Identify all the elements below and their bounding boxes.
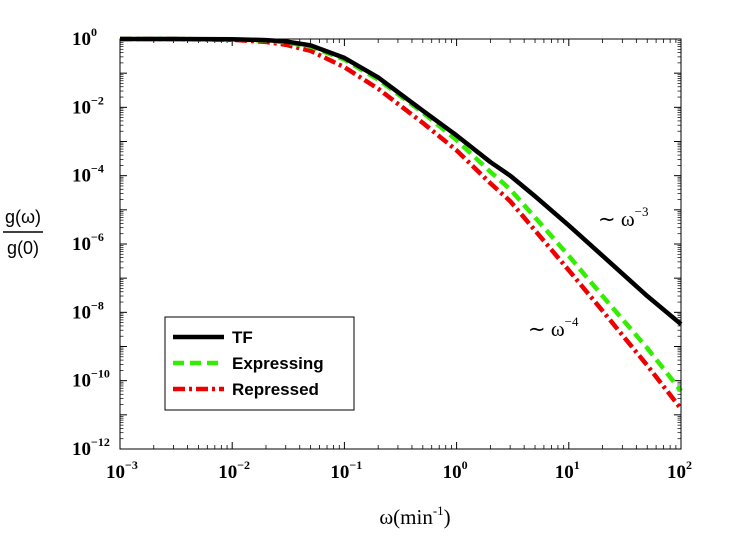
x-tick-label: 10−3 — [106, 458, 138, 483]
curves — [120, 36, 683, 411]
x-tick-labels: 10−3 10−2 10−1 100 101 102 — [106, 458, 692, 483]
y-tick-label: 10−10 — [72, 367, 110, 392]
series-line-expressing — [120, 36, 683, 393]
legend-label-expressing: Expressing — [232, 354, 324, 373]
y-label-denominator: g(0) — [7, 238, 39, 258]
annotation-omega-minus-3: ∼ ω−3 — [598, 204, 649, 231]
x-tick-label: 102 — [667, 458, 692, 483]
y-label-numerator: g(ω) — [5, 207, 41, 227]
x-axis-label: ω(min-1) — [379, 503, 450, 529]
y-tick-label: 10−12 — [72, 435, 110, 460]
y-tick-label: 100 — [72, 25, 97, 50]
legend: TF Expressing Repressed — [164, 316, 355, 411]
plot-frame — [119, 38, 682, 450]
legend-label-repressed: Repressed — [232, 380, 319, 399]
y-tick-label: 10−8 — [72, 298, 104, 323]
annotation-omega-minus-4: ∼ ω−4 — [528, 314, 579, 341]
y-tick-label: 10−2 — [72, 93, 104, 118]
y-tick-label: 10−4 — [72, 162, 104, 187]
y-tick-labels: 100 10−2 10−4 10−6 10−8 10−10 10−12 — [72, 25, 110, 460]
y-tick-label: 10−6 — [72, 230, 104, 255]
x-tick-label: 100 — [443, 458, 468, 483]
legend-label-tf: TF — [232, 328, 253, 347]
x-tick-label: 10−1 — [330, 458, 362, 483]
series-line-tf — [120, 36, 683, 326]
series-line-repressed — [120, 36, 683, 411]
x-tick-label: 101 — [555, 458, 580, 483]
y-axis-label: g(ω) g(0) — [3, 207, 43, 258]
x-tick-label: 10−2 — [218, 458, 250, 483]
